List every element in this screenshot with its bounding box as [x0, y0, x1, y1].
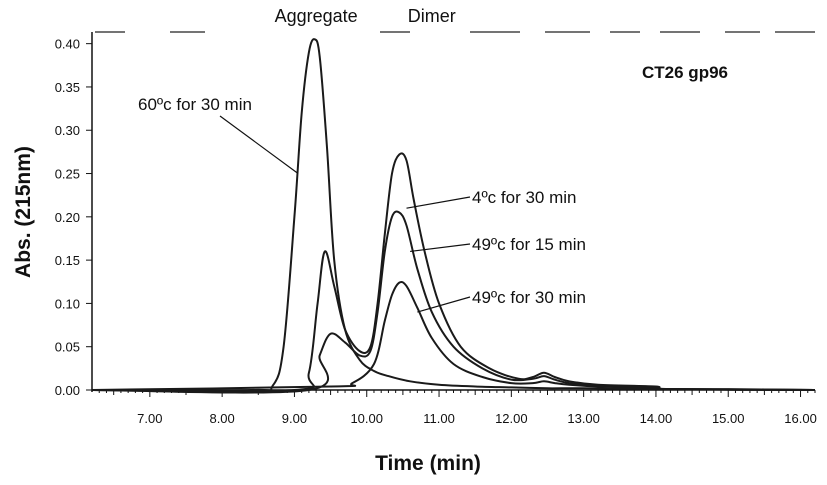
annotation-leader-line	[220, 116, 298, 174]
series-annotation-4: 49ºc for 30 min	[472, 288, 586, 307]
x-tick-label: 12.00	[495, 411, 528, 426]
chart-series	[92, 39, 815, 392]
x-tick-label: 10.00	[350, 411, 383, 426]
x-tick-label: 7.00	[137, 411, 162, 426]
y-tick-label: 0.00	[55, 383, 80, 398]
y-tick-label: 0.15	[55, 253, 80, 268]
y-axis-label: Abs. (215nm)	[12, 146, 35, 278]
x-tick-label: 16.00	[784, 411, 817, 426]
y-tick-label: 0.05	[55, 340, 80, 355]
annotation-leader-line	[410, 244, 470, 251]
series-line-1	[92, 39, 815, 390]
peak-label: Dimer	[408, 6, 456, 26]
x-tick-label: 9.00	[282, 411, 307, 426]
peak-label: Aggregate	[275, 6, 358, 26]
y-tick-label: 0.10	[55, 296, 80, 311]
peak-labels: Aggregate Dimer	[275, 6, 456, 26]
series-annotation-2: 4ºc for 30 min	[472, 188, 576, 207]
series-line-2	[92, 153, 815, 391]
series-annotation-3: 49ºc for 15 min	[472, 235, 586, 254]
annotation-leader-line	[407, 197, 470, 208]
y-tick-label: 0.40	[55, 37, 80, 52]
curve-annotations: 60ºc for 30 min 4ºc for 30 min 49ºc for 15…	[138, 95, 586, 312]
x-axis-ticks: 7.00 8.00 9.00 10.00 11.00 12.00 13.00 14.00 15.…	[99, 390, 817, 426]
y-tick-label: 0.30	[55, 123, 80, 138]
y-axis-ticks: 0.00 0.05 0.10 0.15 0.20 0.25 0.30 0.35 0.40	[55, 37, 92, 398]
x-tick-label: 14.00	[640, 411, 673, 426]
x-tick-label: 11.00	[423, 411, 455, 426]
series-annotation-1: 60ºc for 30 min	[138, 95, 252, 114]
x-tick-label: 8.00	[209, 411, 234, 426]
chart-title: CT26 gp96	[642, 63, 728, 82]
x-tick-label: 15.00	[712, 411, 745, 426]
x-axis-label: Time (min)	[375, 452, 481, 475]
y-tick-label: 0.35	[55, 80, 80, 95]
y-tick-label: 0.25	[55, 167, 80, 182]
y-tick-label: 0.20	[55, 210, 80, 225]
x-tick-label: 13.00	[567, 411, 600, 426]
annotation-leader-line	[417, 297, 470, 312]
